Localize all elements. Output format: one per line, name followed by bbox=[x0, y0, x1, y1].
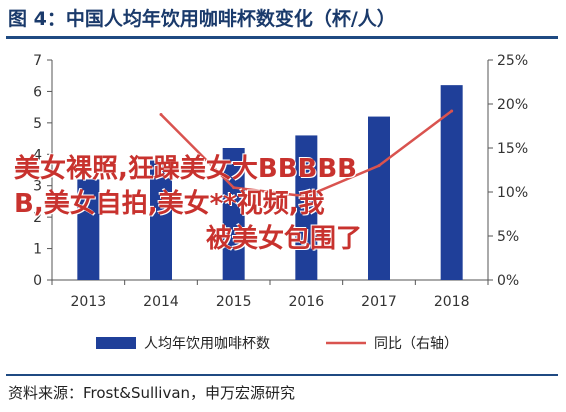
left-axis-tick-label: 0 bbox=[33, 273, 42, 289]
legend-bar-swatch bbox=[96, 337, 136, 349]
x-axis-tick-label: 2013 bbox=[71, 294, 107, 310]
line-series bbox=[159, 109, 454, 198]
left-axis-tick-label: 1 bbox=[33, 242, 42, 258]
x-axis-tick-label: 2015 bbox=[216, 294, 252, 310]
right-axis-tick-label: 10% bbox=[497, 185, 528, 201]
bar bbox=[150, 160, 172, 280]
line-point bbox=[304, 194, 308, 198]
bar bbox=[295, 135, 318, 280]
left-axis-tick-label: 7 bbox=[33, 53, 42, 69]
left-axis-tick-label: 4 bbox=[33, 147, 42, 163]
legend-line-label: 同比（右轴） bbox=[374, 336, 458, 352]
chart-area: 0 1 2 3 4 5 6 7 0% 5% 10% 15% 20% 25% 2013 2014 2015 2016… bbox=[33, 53, 528, 352]
x-axis-tick-label: 2016 bbox=[289, 294, 325, 310]
x-axis-tick-label: 2017 bbox=[361, 294, 397, 310]
legend-bar-label: 人均年饮用咖啡杯数 bbox=[144, 336, 270, 352]
title-divider bbox=[6, 36, 558, 39]
left-axis-tick-label: 5 bbox=[33, 116, 42, 132]
right-axis-tick-label: 20% bbox=[497, 97, 528, 113]
right-axis-tick-label: 15% bbox=[497, 141, 528, 157]
overlay-text: 美女裸照,狂躁美女大BBBBB B,美女自拍,美女**视频,我 被美女包围了 bbox=[14, 152, 444, 257]
right-axis-tick-label: 5% bbox=[497, 229, 519, 245]
chart-title: 图 4：中国人均年饮用咖啡杯数变化（杯/人） bbox=[8, 8, 396, 30]
chart-legend: 人均年饮用咖啡杯数 同比（右轴） bbox=[96, 336, 458, 352]
line-point bbox=[377, 164, 381, 168]
bar bbox=[77, 179, 100, 280]
left-axis-tick-label: 3 bbox=[33, 179, 42, 195]
x-axis-tick-label: 2018 bbox=[434, 294, 470, 310]
line-point bbox=[159, 113, 163, 117]
left-axis-tick-label: 6 bbox=[33, 84, 42, 100]
chart-axes: 0 1 2 3 4 5 6 7 0% 5% 10% 15% 20% 25% 2013 2014 2015 2016… bbox=[33, 53, 528, 310]
overlay-line-3: 被美女包围了 bbox=[206, 224, 363, 254]
right-axis-tick-label: 25% bbox=[497, 53, 528, 69]
line-point bbox=[450, 109, 454, 113]
bar bbox=[440, 85, 463, 280]
overlay-line-1: 美女裸照,狂躁美女大BBBBB bbox=[14, 154, 357, 184]
source-divider bbox=[6, 374, 558, 376]
line-point bbox=[232, 186, 236, 190]
source-note: 资料来源：Frost&Sullivan，申万宏源研究 bbox=[8, 384, 296, 402]
left-axis-tick-label: 2 bbox=[33, 210, 42, 226]
overlay-line-2: B,美女自拍,美女**视频,我 bbox=[14, 189, 325, 219]
right-axis-tick-label: 0% bbox=[497, 273, 519, 289]
bar bbox=[368, 116, 390, 280]
x-axis-tick-label: 2014 bbox=[143, 294, 179, 310]
